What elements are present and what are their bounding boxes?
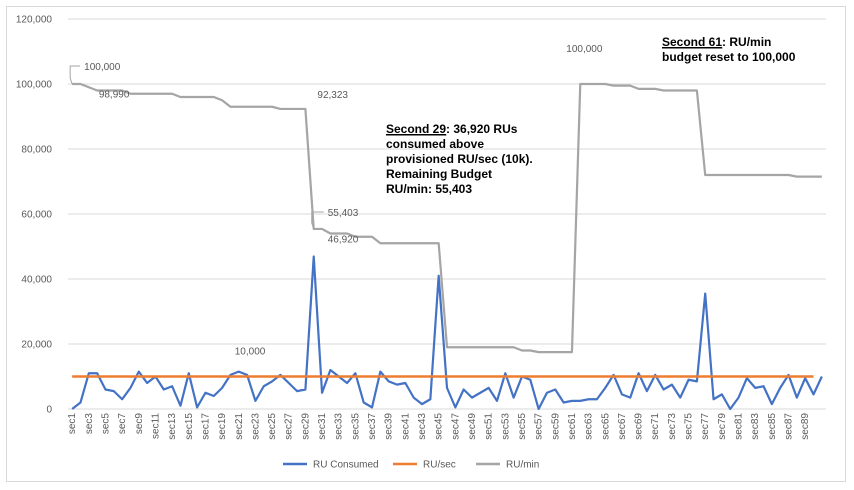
x-tick-label: sec13 bbox=[167, 413, 178, 440]
x-tick-label: sec59 bbox=[550, 413, 561, 440]
data-label: 98,990 bbox=[99, 89, 130, 100]
x-tick-label: sec77 bbox=[700, 413, 711, 440]
x-tick-label: sec85 bbox=[767, 413, 778, 440]
x-tick-label: sec51 bbox=[484, 413, 495, 440]
x-tick-label: sec81 bbox=[734, 413, 745, 440]
x-tick-label: sec23 bbox=[250, 413, 261, 440]
annotation-line: Second 29: 36,920 RUs bbox=[386, 122, 518, 136]
data-label: 46,920 bbox=[328, 235, 359, 246]
x-tick-label: sec49 bbox=[467, 413, 478, 440]
y-tick-label: 0 bbox=[46, 405, 52, 416]
x-tick-label: sec37 bbox=[367, 413, 378, 440]
data-label-leader bbox=[69, 65, 81, 85]
x-tick-label: sec41 bbox=[400, 413, 411, 440]
annotation-text: : RU/min bbox=[722, 35, 771, 49]
data-label-leader bbox=[311, 211, 324, 230]
x-tick-label: sec53 bbox=[500, 413, 511, 440]
x-tick-label: sec21 bbox=[234, 413, 245, 440]
x-axis-tick-labels: sec1 sec3 sec5 sec7 sec9 sec11 sec13 sec15 sec17… bbox=[67, 413, 811, 440]
x-tick-label: sec67 bbox=[617, 413, 628, 440]
data-labels: 100,000 98,990 92,323 55,403 46,920 100,000 10… bbox=[69, 44, 603, 358]
annotation-text: : 36,920 RUs bbox=[446, 122, 518, 136]
legend: RU Consumed RU/sec RU/min bbox=[283, 460, 539, 471]
y-tick-label: 60,000 bbox=[21, 210, 52, 221]
series-lines bbox=[71, 82, 823, 411]
x-tick-label: sec73 bbox=[667, 413, 678, 440]
x-tick-label: sec29 bbox=[300, 413, 311, 440]
x-tick-label: sec25 bbox=[267, 413, 278, 440]
annotation-prefix: Second 29 bbox=[386, 122, 446, 136]
x-tick-label: sec43 bbox=[417, 413, 428, 440]
x-tick-label: sec27 bbox=[284, 413, 295, 440]
x-tick-label: sec65 bbox=[600, 413, 611, 440]
annotation-prefix: Second 61 bbox=[662, 35, 722, 49]
data-label: 55,403 bbox=[328, 208, 359, 219]
annotation-line: Remaining Budget bbox=[386, 167, 492, 181]
series-line-ru-consumed bbox=[71, 255, 823, 411]
x-tick-label: sec87 bbox=[784, 413, 795, 440]
data-label: 100,000 bbox=[566, 44, 603, 55]
x-tick-label: sec15 bbox=[184, 413, 195, 440]
annotation-line: Second 61: RU/min bbox=[662, 35, 771, 49]
x-tick-label: sec89 bbox=[800, 413, 811, 440]
y-tick-label: 20,000 bbox=[21, 340, 52, 351]
y-tick-label: 120,000 bbox=[16, 15, 53, 26]
x-tick-label: sec63 bbox=[584, 413, 595, 440]
x-tick-label: sec83 bbox=[750, 413, 761, 440]
x-tick-label: sec5 bbox=[100, 413, 111, 435]
y-tick-label: 40,000 bbox=[21, 275, 52, 286]
data-label: 92,323 bbox=[317, 90, 348, 101]
legend-label: RU/min bbox=[506, 460, 539, 471]
x-tick-label: sec11 bbox=[150, 413, 161, 439]
x-tick-label: sec35 bbox=[350, 413, 361, 440]
legend-label: RU Consumed bbox=[313, 460, 379, 471]
x-tick-label: sec17 bbox=[200, 413, 211, 440]
x-tick-label: sec45 bbox=[434, 413, 445, 440]
x-tick-label: sec19 bbox=[217, 413, 228, 440]
gridlines bbox=[68, 18, 826, 410]
x-tick-label: sec7 bbox=[117, 413, 128, 435]
x-tick-label: sec75 bbox=[684, 413, 695, 440]
data-label: 100,000 bbox=[84, 62, 121, 73]
x-tick-label: sec79 bbox=[717, 413, 728, 440]
annotation-line: RU/min: 55,403 bbox=[386, 182, 472, 196]
x-tick-label: sec69 bbox=[634, 413, 645, 440]
x-tick-label: sec31 bbox=[317, 413, 328, 440]
y-tick-label: 100,000 bbox=[16, 80, 53, 91]
x-tick-label: sec61 bbox=[567, 413, 578, 440]
y-axis-tick-labels: 0 20,000 40,000 60,000 80,000 100,000 120,000 bbox=[16, 15, 53, 416]
annotation-line: consumed above bbox=[386, 137, 484, 151]
annotation-line: budget reset to 100,000 bbox=[662, 50, 796, 64]
x-tick-label: sec71 bbox=[650, 413, 661, 440]
x-tick-label: sec3 bbox=[84, 413, 95, 435]
series-line-ru-min bbox=[72, 82, 822, 354]
x-tick-label: sec39 bbox=[384, 413, 395, 440]
x-tick-label: sec9 bbox=[134, 413, 145, 435]
annotation-line: provisioned RU/sec (10k). bbox=[386, 152, 533, 166]
x-tick-label: sec57 bbox=[534, 413, 545, 440]
x-tick-label: sec33 bbox=[334, 413, 345, 440]
x-tick-label: sec55 bbox=[517, 413, 528, 440]
x-tick-label: sec47 bbox=[450, 413, 461, 440]
x-tick-label: sec1 bbox=[67, 413, 78, 435]
data-label: 10,000 bbox=[235, 347, 266, 358]
y-tick-label: 80,000 bbox=[21, 145, 52, 156]
legend-label: RU/sec bbox=[423, 460, 456, 471]
